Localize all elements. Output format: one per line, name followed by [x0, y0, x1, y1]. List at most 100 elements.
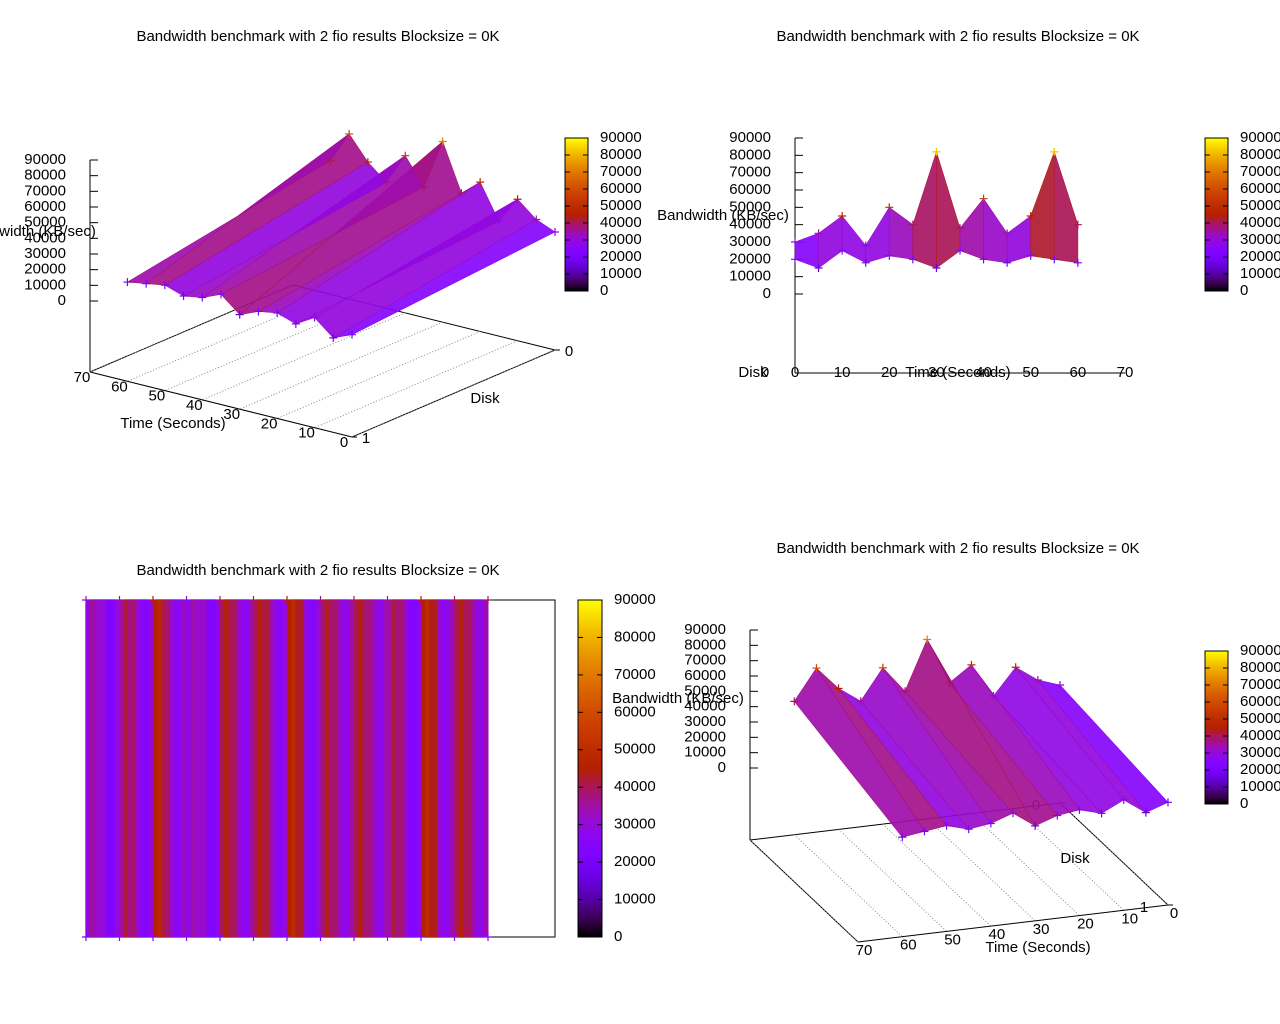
- data-point: [834, 684, 843, 693]
- colorbar-tick-label: 10000: [600, 265, 642, 282]
- x-axis-label: Time (Seconds): [985, 939, 1090, 956]
- data-point: [198, 293, 207, 302]
- data-point: [115, 933, 124, 941]
- z-tick-label: 80000: [684, 636, 726, 653]
- heat-cell: [178, 600, 183, 937]
- colorbar-tick-label: 70000: [1240, 676, 1280, 693]
- data-point: [476, 178, 485, 187]
- heat-cell: [312, 600, 317, 937]
- surface-patch: [983, 197, 1008, 264]
- x-tick-label: 10: [298, 425, 315, 442]
- data-point: [1031, 821, 1040, 830]
- heat-cell: [307, 600, 313, 937]
- data-point: [1050, 255, 1059, 264]
- heat-cell: [320, 600, 326, 937]
- data-point: [182, 933, 191, 941]
- data-point: [249, 933, 258, 941]
- data-point: [812, 664, 821, 673]
- z-tick-label: 70000: [684, 652, 726, 669]
- heat-cell: [215, 600, 221, 937]
- y-axis-label: Disk: [470, 390, 500, 407]
- data-point: [363, 158, 372, 167]
- z-axis-label: Bandwidth (KB/sec): [0, 223, 96, 240]
- data-point: [123, 278, 132, 287]
- heat-cell: [287, 600, 292, 937]
- x-tick-label: 10: [834, 364, 851, 381]
- colorbar-tick-label: 80000: [1240, 146, 1280, 163]
- z-tick-label: 10000: [684, 744, 726, 761]
- data-point: [986, 819, 995, 828]
- data-point: [923, 635, 932, 644]
- heat-cell: [366, 600, 372, 937]
- z-tick-label: 40000: [729, 216, 771, 233]
- x-tick-label: 30: [928, 364, 945, 381]
- x-tick-label: 50: [149, 388, 166, 405]
- heat-cell: [441, 600, 447, 937]
- data-point: [1050, 147, 1059, 156]
- heat-cell: [249, 600, 254, 937]
- data-point: [1119, 795, 1128, 804]
- heat-cell: [123, 600, 129, 937]
- data-point: [861, 241, 870, 250]
- grid-line: [276, 330, 481, 419]
- data-point: [967, 660, 976, 669]
- colorbar: [1204, 137, 1229, 292]
- colorbar-tick-label: 50000: [1240, 710, 1280, 727]
- heat-cell: [165, 600, 171, 937]
- data-point: [450, 933, 459, 941]
- surface-patch: [912, 151, 937, 269]
- data-point: [216, 596, 224, 604]
- data-point: [316, 596, 325, 604]
- data-point: [494, 217, 503, 226]
- heat-cell: [278, 600, 284, 937]
- colorbar-tick-label: 80000: [1240, 659, 1280, 676]
- data-point: [235, 310, 244, 319]
- data-point: [401, 151, 410, 160]
- heat-cell: [454, 600, 460, 937]
- data-point: [1097, 809, 1106, 818]
- heat-cell: [341, 600, 347, 937]
- heat-cell: [421, 600, 426, 937]
- heat-cell: [132, 600, 137, 937]
- data-point: [182, 596, 191, 604]
- z-tick-label: 50000: [684, 682, 726, 699]
- heat-cell: [211, 600, 217, 937]
- grid-line: [882, 823, 992, 927]
- heat-cell: [467, 600, 472, 937]
- x-tick-label: 30: [223, 406, 240, 423]
- heat-cell: [157, 600, 162, 937]
- data-point: [115, 596, 124, 604]
- colorbar-tick-label: 30000: [1240, 744, 1280, 761]
- surface-patch: [794, 232, 819, 269]
- colorbar: [564, 137, 589, 292]
- heat-cell: [479, 600, 485, 937]
- data-point: [1009, 809, 1017, 818]
- z-tick-label: 90000: [24, 151, 66, 168]
- data-point: [942, 821, 951, 830]
- heat-cell: [387, 600, 393, 937]
- heat-cell: [136, 600, 141, 937]
- heat-cell: [111, 600, 116, 937]
- x-tick-label: 70: [74, 369, 91, 386]
- data-point: [838, 246, 847, 255]
- heat-cell: [358, 600, 363, 937]
- heat-cell: [266, 600, 271, 937]
- x-tick-label: 30: [1033, 921, 1050, 938]
- heat-cell: [291, 600, 296, 937]
- colorbar-tick-label: 10000: [1240, 778, 1280, 795]
- data-point: [1053, 811, 1062, 820]
- grid-line: [793, 834, 903, 938]
- y-axis-label: Disk: [1060, 850, 1090, 867]
- heat-cell: [274, 600, 280, 937]
- heat-cell: [173, 600, 179, 937]
- colorbar-tick-label: 50000: [1240, 197, 1280, 214]
- grid-line: [351, 349, 556, 438]
- heat-cell: [404, 600, 409, 937]
- data-point: [856, 697, 865, 706]
- x-axis-label: Time (Seconds): [120, 415, 225, 432]
- heat-cell: [224, 600, 229, 937]
- data-point: [283, 933, 291, 941]
- data-point: [908, 220, 917, 229]
- data-point: [450, 596, 459, 604]
- data-point: [814, 229, 823, 238]
